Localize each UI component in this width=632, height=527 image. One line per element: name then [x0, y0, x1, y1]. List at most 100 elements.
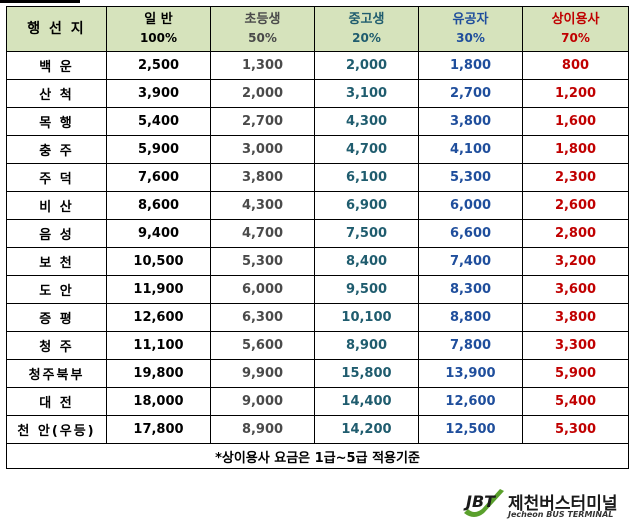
fare-general: 19,800	[106, 359, 211, 388]
destination-cell: 산 척	[6, 79, 107, 108]
table-row: 청 주 11,100 5,600 8,900 7,800 3,300	[6, 331, 629, 360]
fare-middle-high: 8,900	[314, 331, 419, 360]
fare-middle-high: 7,500	[314, 219, 419, 248]
table-row: 증 평 12,600 6,300 10,100 8,800 3,800	[6, 303, 629, 332]
destination-cell: 비 산	[6, 191, 107, 220]
fare-disabled-veteran: 3,200	[522, 247, 629, 276]
fare-disabled-veteran: 2,300	[522, 163, 629, 192]
fare-merit: 13,900	[418, 359, 523, 388]
fare-disabled-veteran: 5,300	[522, 415, 629, 444]
fare-merit: 8,300	[418, 275, 523, 304]
destination-cell: 천 안(우등)	[6, 415, 107, 444]
fare-table-body: 백 운 2,500 1,300 2,000 1,800 800 산 척 3,900 2,000 3…	[6, 51, 629, 444]
fare-disabled-veteran: 2,600	[522, 191, 629, 220]
fare-middle-high: 15,800	[314, 359, 419, 388]
fare-general: 11,100	[106, 331, 211, 360]
fare-disabled-veteran: 3,600	[522, 275, 629, 304]
fare-elementary: 9,000	[210, 387, 315, 416]
destination-cell: 주 덕	[6, 163, 107, 192]
fare-table: 행 선 지 일 반 100% 초등생 50% 중고생 20% 유공자 30% 상…	[6, 6, 629, 469]
fare-elementary: 5,300	[210, 247, 315, 276]
table-row: 천 안(우등) 17,800 8,900 14,200 12,500 5,300	[6, 415, 629, 444]
fare-elementary: 2,700	[210, 107, 315, 136]
table-row: 도 안 11,900 6,000 9,500 8,300 3,600	[6, 275, 629, 304]
fare-elementary: 1,300	[210, 51, 315, 80]
destination-cell: 대 전	[6, 387, 107, 416]
fare-elementary: 6,000	[210, 275, 315, 304]
fare-middle-high: 9,500	[314, 275, 419, 304]
fare-general: 5,400	[106, 107, 211, 136]
table-row: 대 전 18,000 9,000 14,400 12,600 5,400	[6, 387, 629, 416]
fare-merit: 1,800	[418, 51, 523, 80]
fare-merit: 5,300	[418, 163, 523, 192]
fare-elementary: 5,600	[210, 331, 315, 360]
table-row: 목 행 5,400 2,700 4,300 3,800 1,600	[6, 107, 629, 136]
fare-middle-high: 10,100	[314, 303, 419, 332]
fare-elementary: 9,900	[210, 359, 315, 388]
fare-disabled-veteran: 5,400	[522, 387, 629, 416]
table-row: 산 척 3,900 2,000 3,100 2,700 1,200	[6, 79, 629, 108]
footnote: *상이용사 요금은 1급~5급 적용기준	[6, 443, 629, 469]
header-general: 일 반 100%	[106, 6, 211, 52]
fare-merit: 6,600	[418, 219, 523, 248]
fare-merit: 7,800	[418, 331, 523, 360]
jbt-logo-icon: JBT	[463, 489, 504, 517]
fare-disabled-veteran: 800	[522, 51, 629, 80]
fare-merit: 3,800	[418, 107, 523, 136]
destination-cell: 청주북부	[6, 359, 107, 388]
fare-middle-high: 6,900	[314, 191, 419, 220]
fare-disabled-veteran: 5,900	[522, 359, 629, 388]
header-disabled-veteran: 상이용사 70%	[522, 6, 629, 52]
fare-merit: 6,000	[418, 191, 523, 220]
fare-disabled-veteran: 1,800	[522, 135, 629, 164]
fare-elementary: 2,000	[210, 79, 315, 108]
terminal-subtitle: Jecheon BUS TERMINAL	[508, 510, 614, 519]
table-row: 청주북부 19,800 9,900 15,800 13,900 5,900	[6, 359, 629, 388]
fare-merit: 12,600	[418, 387, 523, 416]
fare-middle-high: 14,400	[314, 387, 419, 416]
fare-elementary: 3,000	[210, 135, 315, 164]
fare-merit: 2,700	[418, 79, 523, 108]
table-row: 주 덕 7,600 3,800 6,100 5,300 2,300	[6, 163, 629, 192]
fare-disabled-veteran: 1,200	[522, 79, 629, 108]
destination-cell: 백 운	[6, 51, 107, 80]
fare-middle-high: 14,200	[314, 415, 419, 444]
header-row: 행 선 지 일 반 100% 초등생 50% 중고생 20% 유공자 30% 상…	[6, 6, 629, 52]
fare-general: 11,900	[106, 275, 211, 304]
fare-middle-high: 4,300	[314, 107, 419, 136]
fare-merit: 8,800	[418, 303, 523, 332]
fare-merit: 12,500	[418, 415, 523, 444]
fare-general: 17,800	[106, 415, 211, 444]
fare-disabled-veteran: 3,800	[522, 303, 629, 332]
header-elementary: 초등생 50%	[210, 6, 315, 52]
fare-merit: 7,400	[418, 247, 523, 276]
fare-middle-high: 8,400	[314, 247, 419, 276]
fare-elementary: 4,300	[210, 191, 315, 220]
note-row: *상이용사 요금은 1급~5급 적용기준	[6, 443, 629, 469]
destination-cell: 보 천	[6, 247, 107, 276]
fare-disabled-veteran: 3,300	[522, 331, 629, 360]
fare-elementary: 4,700	[210, 219, 315, 248]
table-row: 음 성 9,400 4,700 7,500 6,600 2,800	[6, 219, 629, 248]
destination-cell: 충 주	[6, 135, 107, 164]
table-row: 충 주 5,900 3,000 4,700 4,100 1,800	[6, 135, 629, 164]
fare-middle-high: 2,000	[314, 51, 419, 80]
fare-general: 2,500	[106, 51, 211, 80]
fare-general: 3,900	[106, 79, 211, 108]
fare-merit: 4,100	[418, 135, 523, 164]
header-middle-high: 중고생 20%	[314, 6, 419, 52]
fare-elementary: 8,900	[210, 415, 315, 444]
fare-general: 12,600	[106, 303, 211, 332]
fare-elementary: 3,800	[210, 163, 315, 192]
fare-general: 18,000	[106, 387, 211, 416]
terminal-logo: JBT 제천버스터미널 Jecheon BUS TERMINAL	[460, 483, 628, 523]
table-row: 비 산 8,600 4,300 6,900 6,000 2,600	[6, 191, 629, 220]
header-merit: 유공자 30%	[418, 6, 523, 52]
destination-cell: 증 평	[6, 303, 107, 332]
table-row: 보 천 10,500 5,300 8,400 7,400 3,200	[6, 247, 629, 276]
fare-elementary: 6,300	[210, 303, 315, 332]
fare-general: 8,600	[106, 191, 211, 220]
fare-middle-high: 6,100	[314, 163, 419, 192]
fare-general: 9,400	[106, 219, 211, 248]
destination-cell: 도 안	[6, 275, 107, 304]
